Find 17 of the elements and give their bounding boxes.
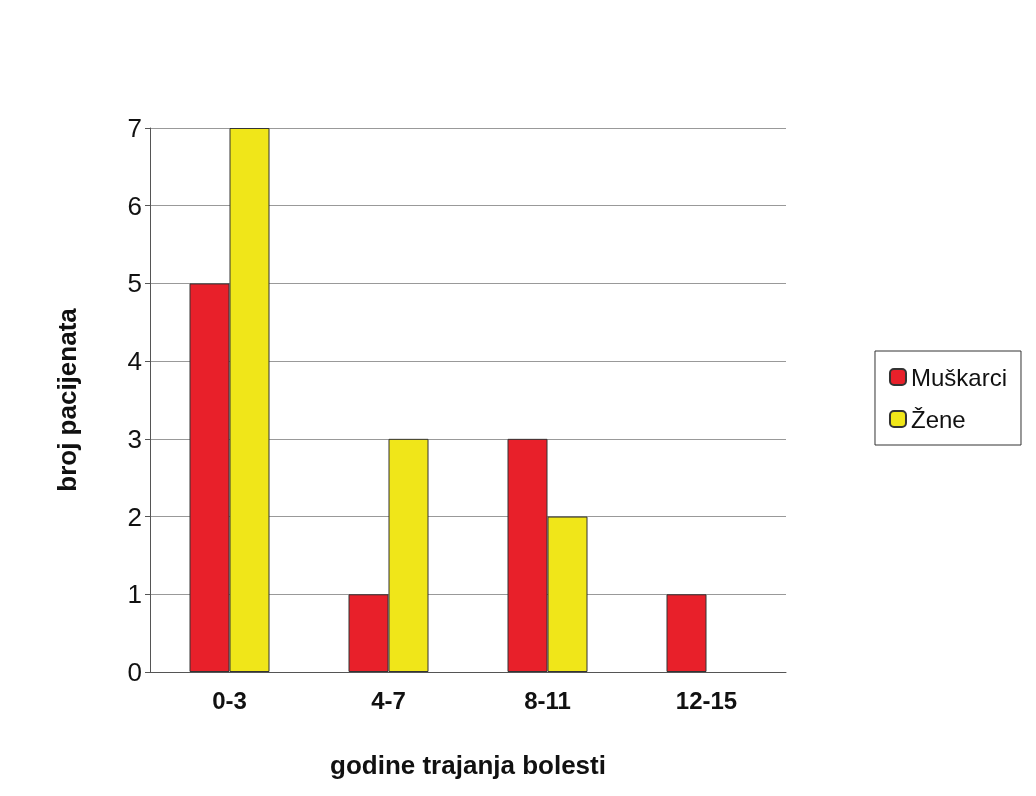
bar: [666, 594, 707, 672]
legend-label: Muškarci: [910, 363, 1007, 391]
y-tick-label: 4: [127, 346, 142, 377]
y-tick-label: 0: [127, 657, 142, 687]
y-tick-label: 2: [127, 501, 142, 532]
x-axis-title: godine trajanja bolesti: [330, 750, 606, 780]
legend-label: Žene: [910, 405, 966, 433]
y-tick-label: 6: [127, 190, 142, 221]
x-tick-label: 4-7: [371, 686, 406, 714]
y-tick-label: 1: [127, 579, 142, 610]
y-tick-label: 3: [127, 423, 142, 454]
x-tick-label: 12-15: [675, 686, 738, 714]
x-tick-label: 8-11: [524, 686, 571, 714]
y-axis-title: broj pacijenata: [52, 307, 82, 492]
y-tick-label: 7: [127, 113, 142, 143]
y-tick-label: 5: [127, 268, 142, 299]
x-tick-label: 0-3: [212, 686, 247, 714]
